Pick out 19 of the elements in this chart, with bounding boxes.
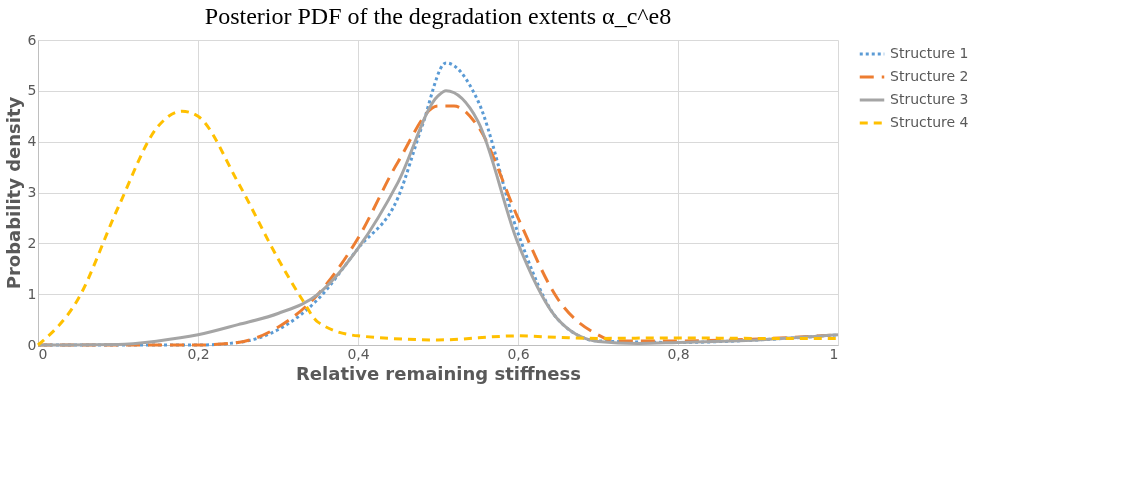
y-axis-title: Probability density [2,96,24,290]
y-tick-label: 3 [27,184,37,200]
legend-label: Structure 3 [890,91,969,107]
legend-label: Structure 2 [890,68,969,84]
y-tick-label: 4 [27,133,37,150]
x-tick-label: 0,8 [667,345,690,362]
x-tick-label: 1 [829,345,839,362]
x-tick-label: 0,4 [347,345,370,362]
x-axis-title: Relative remaining stiffness [296,362,581,384]
x-tick-label: 0,2 [187,345,210,362]
y-tick-label: 1 [27,285,37,302]
x-tick-label: 0,6 [507,345,530,362]
y-tick-label: 2 [27,234,37,251]
chart-title: Posterior PDF of the degradation extents α_c^e8 [204,3,672,29]
legend-label: Structure 4 [890,114,969,130]
x-tick-label: 0 [38,345,48,362]
y-tick-label: 5 [27,82,37,99]
y-tick-label: 6 [27,31,37,48]
legend-label: Structure 1 [890,45,969,61]
